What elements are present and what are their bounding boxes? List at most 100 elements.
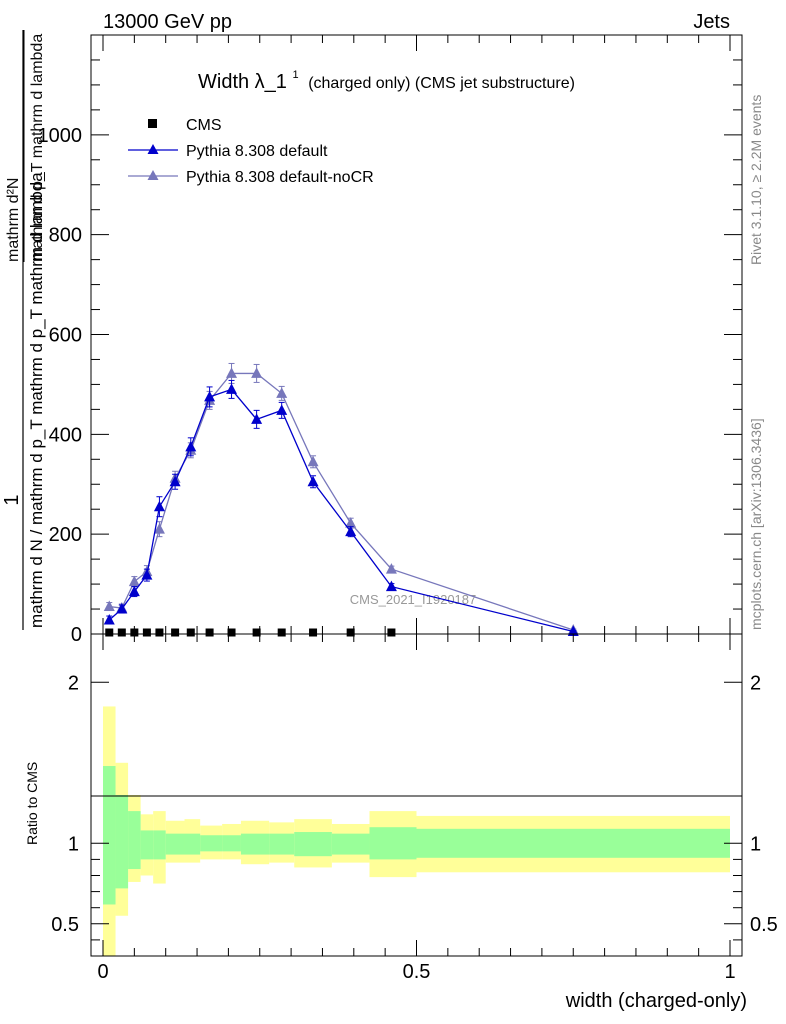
ylabel-denominator: mathrm d N / mathrm d p_T mathrm d p_T m… xyxy=(27,172,46,628)
ratio-inner-band-4 xyxy=(153,830,166,860)
legend-pythia-default-marker xyxy=(147,144,159,154)
ratio-inner-band-13 xyxy=(369,827,417,860)
legend-pythia-nocr-label: Pythia 8.308 default-noCR xyxy=(186,169,374,186)
triangle-marker xyxy=(226,367,238,378)
cms-data-point xyxy=(155,628,164,637)
cms-data-point xyxy=(117,628,126,637)
plot-title-rest: (charged only) (CMS jet substructure) xyxy=(308,75,575,92)
main-y-tick-labels: 0 200 400 600 800 1000 xyxy=(38,125,83,646)
ratio-inner-band-7 xyxy=(200,835,223,852)
cms-data-point xyxy=(186,628,195,637)
ratio-ytick-label-left: 1 xyxy=(68,833,79,855)
triangle-marker xyxy=(345,525,357,537)
legend-cms-marker xyxy=(148,119,157,128)
cms-data-point xyxy=(171,628,180,637)
triangle-marker xyxy=(385,580,397,592)
ratio-y-tick-labels: 0.5 0.5 1 1 2 2 xyxy=(51,672,778,936)
ratio-inner-band-1 xyxy=(115,795,129,889)
triangle-marker xyxy=(276,404,288,415)
ratio-inner-band-0 xyxy=(103,766,116,905)
header-energy: 13000 GeV pp xyxy=(103,11,232,33)
triangle-marker xyxy=(153,523,165,534)
ratio-inner-band-3 xyxy=(140,830,154,860)
legend-pythia-nocr-marker xyxy=(147,170,159,180)
triangle-marker xyxy=(103,614,115,625)
ratio-inner-band-9 xyxy=(240,833,270,855)
legend-item-cms: CMS xyxy=(148,117,222,134)
ratio-inner-band-12 xyxy=(331,833,370,855)
ratio-ytick-label-right: 0.5 xyxy=(750,914,778,936)
ratio-ytick-label-right: 2 xyxy=(750,672,761,694)
cms-data-point xyxy=(346,628,355,637)
ylabel-top-numerator: mathrm d²N xyxy=(5,178,22,262)
ratio-panel-frame xyxy=(90,633,743,957)
cms-data-point xyxy=(142,628,151,637)
ratio-inner-band-8 xyxy=(222,835,241,852)
main-panel: 0 200 400 600 800 1000 Width λ_1 1 (charged o… xyxy=(38,34,743,646)
triangle-marker xyxy=(128,585,140,597)
x-tick-labels: 0 0.5 1 xyxy=(97,961,735,983)
ratio-inner-band-11 xyxy=(294,832,332,857)
triangle-marker xyxy=(276,387,288,398)
cms-data-point xyxy=(309,628,318,637)
triangle-marker xyxy=(185,440,197,452)
triangle-marker xyxy=(345,517,357,528)
x-tick-label: 0 xyxy=(97,961,108,983)
main-ytick-label: 0 xyxy=(71,624,82,646)
series-line-1 xyxy=(108,388,574,633)
legend: CMS Pythia 8.308 default Pythia 8.308 de… xyxy=(128,117,374,186)
cms-data-point xyxy=(387,628,396,637)
cms-data-point xyxy=(130,628,139,637)
triangle-marker xyxy=(128,575,140,587)
ratio-axis-ticks xyxy=(91,634,742,956)
ylabel-numerator: 1 xyxy=(1,494,23,505)
main-ytick-label: 600 xyxy=(49,325,82,347)
cms-data-point xyxy=(252,628,261,637)
triangle-marker xyxy=(307,475,319,487)
x-axis-label: width (charged-only) xyxy=(565,990,747,1012)
plot-title-superscript: 1 xyxy=(293,69,299,81)
mcplots-label: mcplots.cern.ch [arXiv:1306.3436] xyxy=(748,418,764,630)
ratio-bands xyxy=(103,706,730,956)
main-ytick-label: 800 xyxy=(49,225,82,247)
main-ytick-label: 200 xyxy=(49,524,82,546)
ratio-y-axis-label: Ratio to CMS xyxy=(24,762,40,845)
series-line-2 xyxy=(109,372,574,631)
header-jets: Jets xyxy=(693,11,730,33)
rivet-version-label: Rivet 3.1.10, ≥ 2.2M events xyxy=(748,95,764,265)
triangle-marker xyxy=(141,569,153,580)
triangle-marker xyxy=(169,475,181,487)
ratio-ytick-label-left: 2 xyxy=(68,672,79,694)
ratio-ytick-label-right: 1 xyxy=(750,833,761,855)
legend-item-pythia-default: Pythia 8.308 default xyxy=(128,143,328,160)
ylabel-top-denominator: mathrm d p_T mathrm d lambda xyxy=(29,34,46,262)
cms-data-point xyxy=(105,628,114,637)
main-ytick-label: 400 xyxy=(49,424,82,446)
legend-pythia-default-label: Pythia 8.308 default xyxy=(186,143,328,160)
triangle-marker xyxy=(103,600,115,612)
ratio-inner-band-5 xyxy=(165,833,185,855)
triangle-marker xyxy=(204,390,216,402)
triangle-marker xyxy=(385,563,397,574)
ratio-inner-band-14 xyxy=(416,828,730,858)
ratio-inner-band-10 xyxy=(269,833,295,855)
plot-title-main: Width λ_1 xyxy=(198,71,287,93)
triangle-marker xyxy=(116,603,128,614)
triangle-marker xyxy=(567,625,579,637)
cms-data-point xyxy=(227,628,236,637)
triangle-marker xyxy=(251,413,263,424)
ratio-panel: 0.5 0.51 12 2 0 0.5 1 Ratio to CMS width (cha… xyxy=(24,633,778,1012)
ratio-ytick-label-left: 0.5 xyxy=(51,914,79,936)
main-axis-ticks xyxy=(91,34,742,635)
triangle-marker xyxy=(153,500,165,512)
x-tick-label: 0.5 xyxy=(403,961,431,983)
main-y-axis-label: 1 mathrm d N / mathrm d p_T mathrm d p_T… xyxy=(1,30,46,630)
plot-title: Width λ_1 1 (charged only) (CMS jet subs… xyxy=(198,61,575,93)
ratio-inner-band-2 xyxy=(128,811,141,870)
triangle-marker xyxy=(307,455,319,467)
x-tick-label: 1 xyxy=(724,961,735,983)
ratio-inner-band-6 xyxy=(184,833,201,855)
cms-data-point xyxy=(205,628,214,637)
legend-item-pythia-nocr: Pythia 8.308 default-noCR xyxy=(128,169,374,186)
